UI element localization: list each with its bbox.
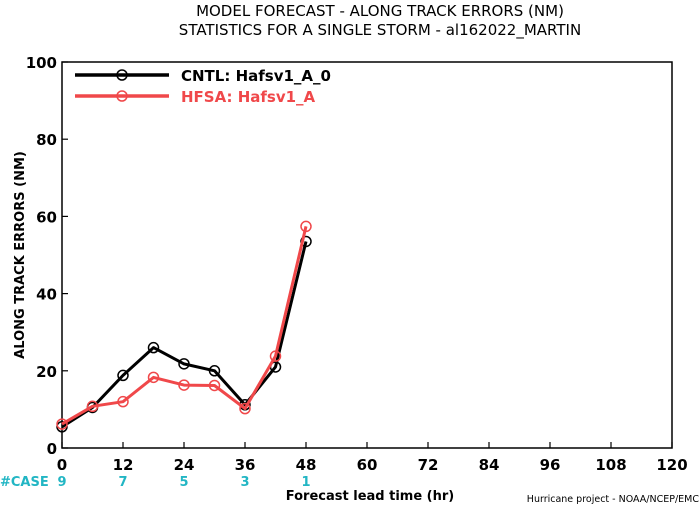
y-tick-label: 100	[26, 54, 57, 72]
credit-text: Hurricane project - NOAA/NCEP/EMC	[527, 494, 700, 505]
data-point-hfsa	[147, 371, 160, 384]
data-point-cntl	[117, 369, 129, 382]
data-point-cntl	[178, 358, 190, 370]
data-point-hfsa	[269, 350, 282, 362]
case-count: 7	[118, 475, 127, 490]
legend-marker-hfsa	[116, 90, 128, 102]
x-tick-label: 0	[57, 456, 67, 474]
data-point-hfsa	[178, 379, 190, 391]
plot-frame	[61, 61, 673, 449]
data-point-hfsa	[56, 418, 68, 430]
case-counts: 9 7 5 3 1	[57, 475, 310, 490]
x-tick-label: 96	[540, 456, 561, 474]
data-point-hfsa	[208, 379, 221, 392]
x-tick-label: 84	[479, 456, 500, 474]
x-tick-label: 72	[418, 456, 439, 474]
series-line-cntl	[61, 241, 308, 429]
axis-ticks: 0 12 24 36 48 60 72 84 96 108 120 0 20 40 60 80 100	[26, 54, 688, 474]
chart-subtitle: STATISTICS FOR A SINGLE STORM - al162022…	[179, 21, 581, 40]
data-point-hfsa	[300, 220, 312, 233]
y-tick-label: 40	[36, 286, 57, 304]
chart-title: MODEL FORECAST - ALONG TRACK ERRORS (NM)	[196, 2, 564, 20]
y-tick-label: 20	[36, 363, 57, 381]
legend-marker-cntl	[116, 69, 128, 81]
case-count: 3	[240, 475, 249, 490]
x-axis-label: Forecast lead time (hr)	[286, 489, 454, 504]
legend: CNTL: Hafsv1_A_0 HFSA: Hafsv1_A	[75, 67, 331, 106]
y-tick-label: 80	[36, 131, 57, 149]
case-count: 5	[179, 475, 188, 490]
series-layer	[56, 220, 312, 433]
y-axis-label: ALONG TRACK ERRORS (NM)	[13, 151, 28, 359]
legend-label-cntl: CNTL: Hafsv1_A_0	[181, 67, 331, 85]
series-line-hfsa	[61, 226, 308, 426]
x-tick-label: 24	[174, 456, 195, 474]
x-tick-label: 108	[595, 456, 626, 474]
y-tick-label: 0	[47, 440, 57, 458]
x-tick-label: 120	[656, 456, 687, 474]
data-point-hfsa	[86, 400, 99, 413]
legend-label-hfsa: HFSA: Hafsv1_A	[181, 88, 316, 106]
data-point-cntl	[147, 341, 160, 354]
case-label: #CASE	[0, 475, 49, 490]
case-count: 9	[57, 475, 66, 490]
y-tick-label: 60	[36, 208, 57, 226]
x-tick-label: 12	[113, 456, 134, 474]
x-tick-label: 48	[296, 456, 317, 474]
x-tick-label: 36	[235, 456, 256, 474]
data-point-cntl	[208, 365, 221, 377]
case-count: 1	[301, 475, 310, 490]
data-point-hfsa	[239, 402, 251, 415]
data-point-hfsa	[117, 395, 129, 408]
x-tick-label: 60	[357, 456, 378, 474]
